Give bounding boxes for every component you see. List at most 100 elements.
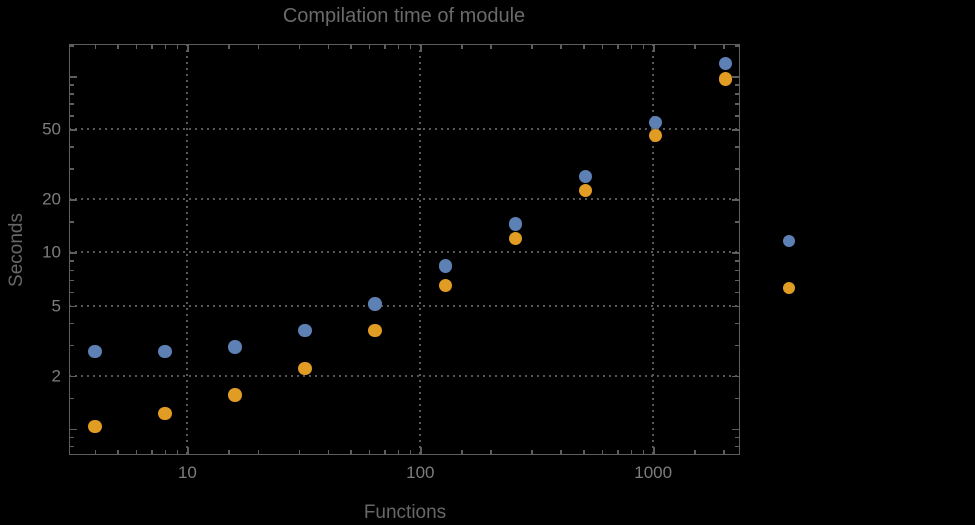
data-point-series-2-orange-x512	[578, 183, 593, 198]
y-major-tick	[70, 428, 77, 431]
y-minor-tick	[735, 397, 739, 400]
y-major-tick	[732, 305, 739, 307]
legend-marker-series-1-blue	[783, 235, 795, 247]
data-point-series-2-orange-x256	[508, 231, 523, 246]
y-minor-tick	[735, 168, 739, 170]
y-tick-label-20: 20	[42, 189, 61, 209]
y-minor-tick	[70, 168, 74, 170]
data-point-series-2-orange-x128	[438, 278, 453, 293]
y-axis-label: Seconds	[6, 213, 27, 287]
x-minor-tick	[490, 450, 492, 454]
x-tick-label-10: 10	[177, 463, 197, 482]
grid-line-y-2	[69, 374, 740, 377]
y-minor-tick	[735, 84, 739, 86]
y-minor-tick	[735, 115, 739, 117]
y-minor-tick	[735, 322, 739, 325]
x-minor-tick	[350, 45, 352, 49]
y-minor-tick	[735, 436, 739, 439]
data-point-series-1-blue-x128	[438, 259, 453, 273]
x-minor-tick	[228, 450, 230, 454]
y-major-tick	[732, 375, 739, 378]
y-minor-tick	[70, 84, 74, 86]
x-minor-tick	[257, 450, 260, 454]
y-minor-tick	[735, 146, 739, 148]
x-minor-tick	[94, 45, 97, 49]
y-tick-label-50: 50	[42, 119, 61, 139]
x-tick-label-1000: 1000	[634, 463, 673, 482]
x-minor-tick	[461, 45, 463, 49]
x-minor-tick	[601, 450, 603, 454]
x-minor-tick	[723, 450, 725, 454]
y-minor-tick	[70, 279, 74, 282]
x-major-tick	[653, 45, 655, 52]
y-major-tick	[70, 76, 77, 78]
x-minor-tick	[583, 45, 585, 49]
x-minor-tick	[135, 45, 138, 49]
y-minor-tick	[735, 103, 739, 105]
x-minor-tick	[164, 45, 167, 49]
data-point-series-1-blue-x4	[88, 344, 102, 359]
x-minor-tick	[298, 45, 301, 49]
y-minor-tick	[70, 93, 74, 95]
x-minor-tick	[490, 45, 492, 49]
x-minor-tick	[642, 450, 644, 454]
x-minor-tick	[298, 450, 301, 454]
x-major-tick	[187, 45, 189, 52]
y-minor-tick	[70, 397, 74, 400]
data-point-series-1-blue-x32	[298, 323, 312, 338]
x-minor-tick	[531, 450, 533, 454]
y-minor-tick	[70, 445, 74, 448]
x-minor-tick	[397, 450, 400, 454]
x-minor-tick	[94, 450, 97, 454]
x-major-tick	[187, 447, 189, 454]
y-minor-tick	[70, 221, 74, 223]
x-minor-tick	[617, 45, 619, 49]
y-tick-label-2: 2	[51, 366, 61, 386]
x-minor-tick	[397, 45, 400, 49]
y-minor-tick	[70, 115, 74, 117]
x-minor-tick	[601, 45, 603, 49]
y-major-tick	[732, 252, 739, 254]
grid-line-y-50	[69, 128, 740, 131]
x-minor-tick	[151, 45, 153, 49]
data-point-series-2-orange-x32	[298, 361, 312, 376]
x-minor-tick	[117, 450, 119, 454]
data-point-series-1-blue-x64	[368, 297, 382, 311]
x-minor-tick	[176, 450, 179, 454]
x-tick-label-100: 100	[406, 463, 435, 482]
x-minor-tick	[257, 45, 260, 49]
data-point-series-2-orange-x16	[228, 388, 242, 402]
data-point-series-1-blue-x8	[158, 344, 172, 359]
y-minor-tick	[70, 269, 74, 271]
y-minor-tick	[735, 45, 739, 47]
x-minor-tick	[560, 450, 562, 454]
y-minor-tick	[735, 221, 739, 223]
y-major-tick	[70, 129, 77, 131]
grid-line-y-5	[69, 304, 740, 307]
x-minor-tick	[135, 450, 138, 454]
y-major-tick	[70, 252, 77, 254]
x-minor-tick	[723, 45, 725, 49]
x-minor-tick	[176, 45, 179, 49]
x-minor-tick	[384, 45, 386, 49]
y-minor-tick	[70, 103, 74, 105]
x-minor-tick	[327, 450, 330, 454]
x-minor-tick	[409, 45, 412, 49]
y-minor-tick	[735, 279, 739, 282]
y-tick-label-5: 5	[51, 296, 61, 315]
data-point-series-1-blue-x2048	[718, 56, 733, 71]
x-minor-tick	[461, 450, 463, 454]
data-point-series-2-orange-x1024	[648, 128, 663, 143]
x-minor-tick	[560, 45, 562, 49]
y-minor-tick	[735, 269, 739, 271]
y-major-tick	[732, 129, 739, 131]
data-point-series-1-blue-x256	[508, 217, 523, 231]
x-minor-tick	[694, 45, 696, 49]
x-minor-tick	[368, 45, 371, 49]
x-minor-tick	[409, 450, 412, 454]
x-minor-tick	[642, 45, 644, 49]
x-minor-tick	[630, 45, 633, 49]
y-minor-tick	[70, 146, 74, 148]
x-major-tick	[420, 447, 422, 454]
